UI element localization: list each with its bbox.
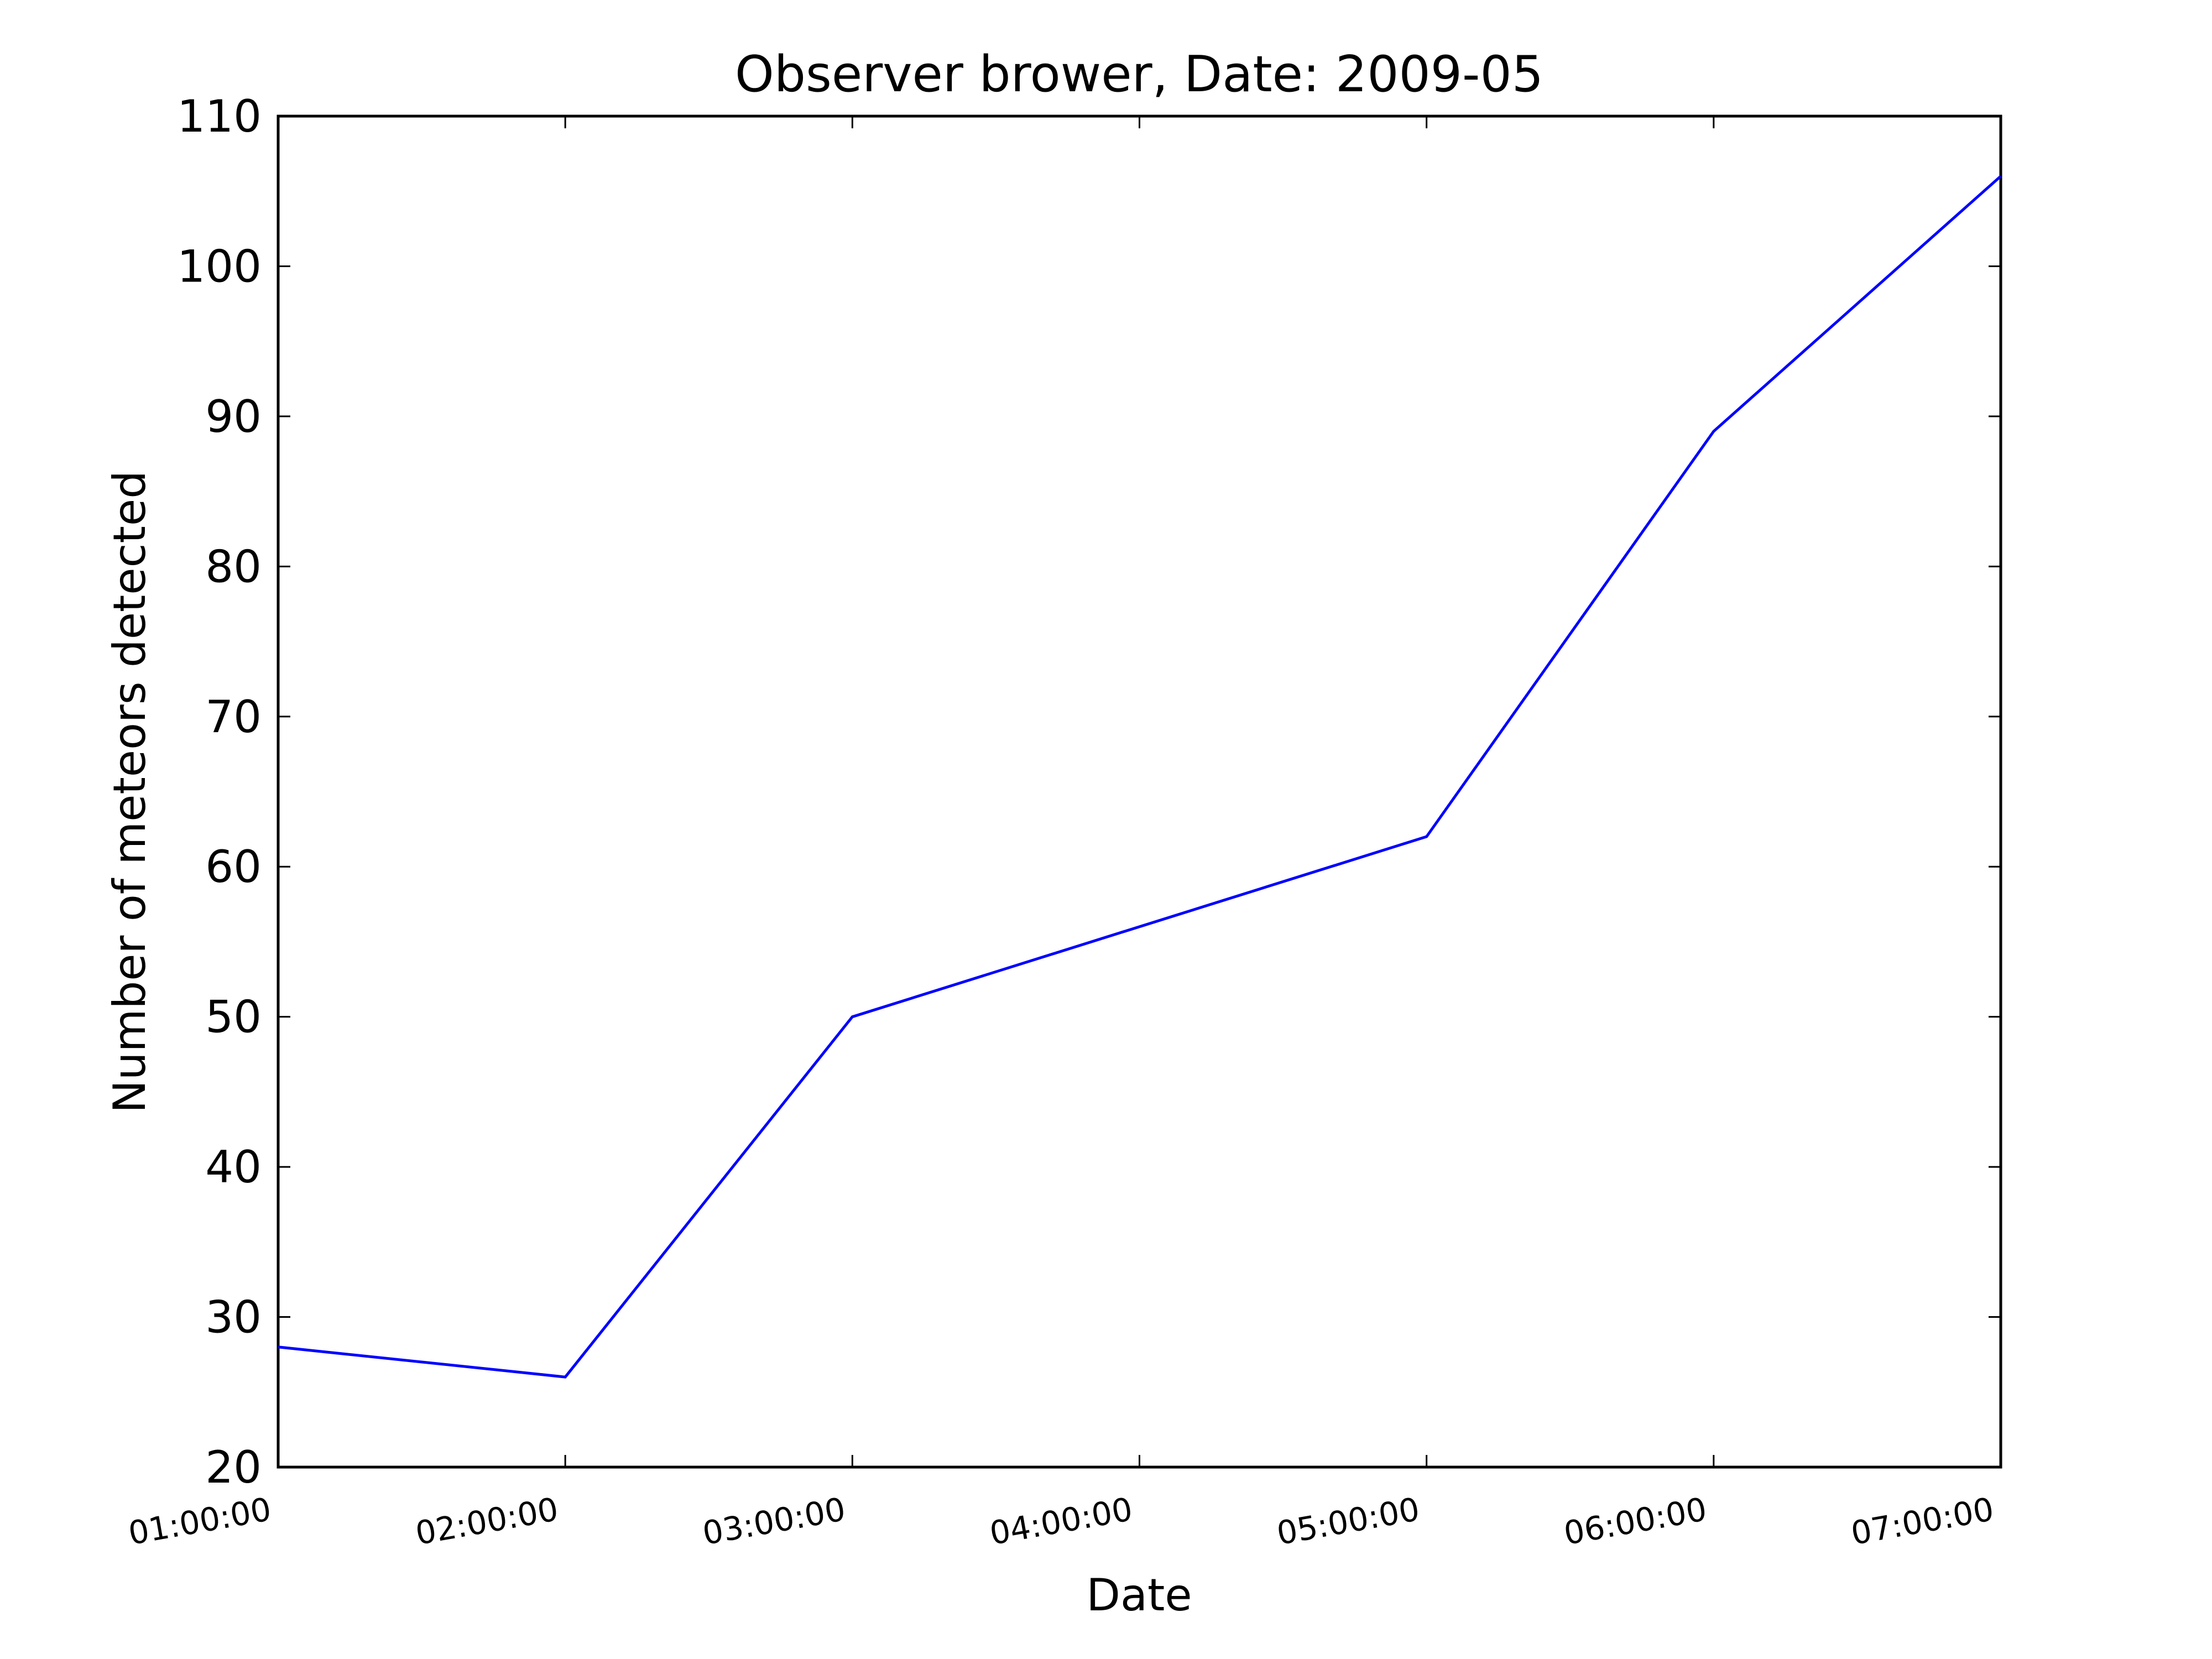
y-tick-label: 20: [205, 1442, 262, 1493]
y-tick-label: 30: [205, 1292, 262, 1343]
y-tick-label: 60: [205, 841, 262, 893]
y-tick-label: 70: [205, 691, 262, 743]
y-tick-label: 90: [205, 391, 262, 442]
series-line: [278, 175, 2002, 1379]
y-tick-label: 110: [177, 91, 262, 142]
x-axis-label: Date: [1086, 1569, 1192, 1621]
y-tick-label: 80: [205, 541, 262, 592]
chart-title: Observer brower, Date: 2009-05: [735, 45, 1543, 103]
y-tick-label: 100: [177, 241, 262, 292]
y-axis-label: Number of meteors detected: [104, 471, 155, 1113]
y-tick-label: 40: [205, 1141, 262, 1193]
y-axis-ticks: 20 30 40 50 60 70 80 90 100 110: [177, 91, 2001, 1493]
series-layer: [278, 175, 2002, 1379]
y-tick-label: 50: [205, 992, 262, 1043]
